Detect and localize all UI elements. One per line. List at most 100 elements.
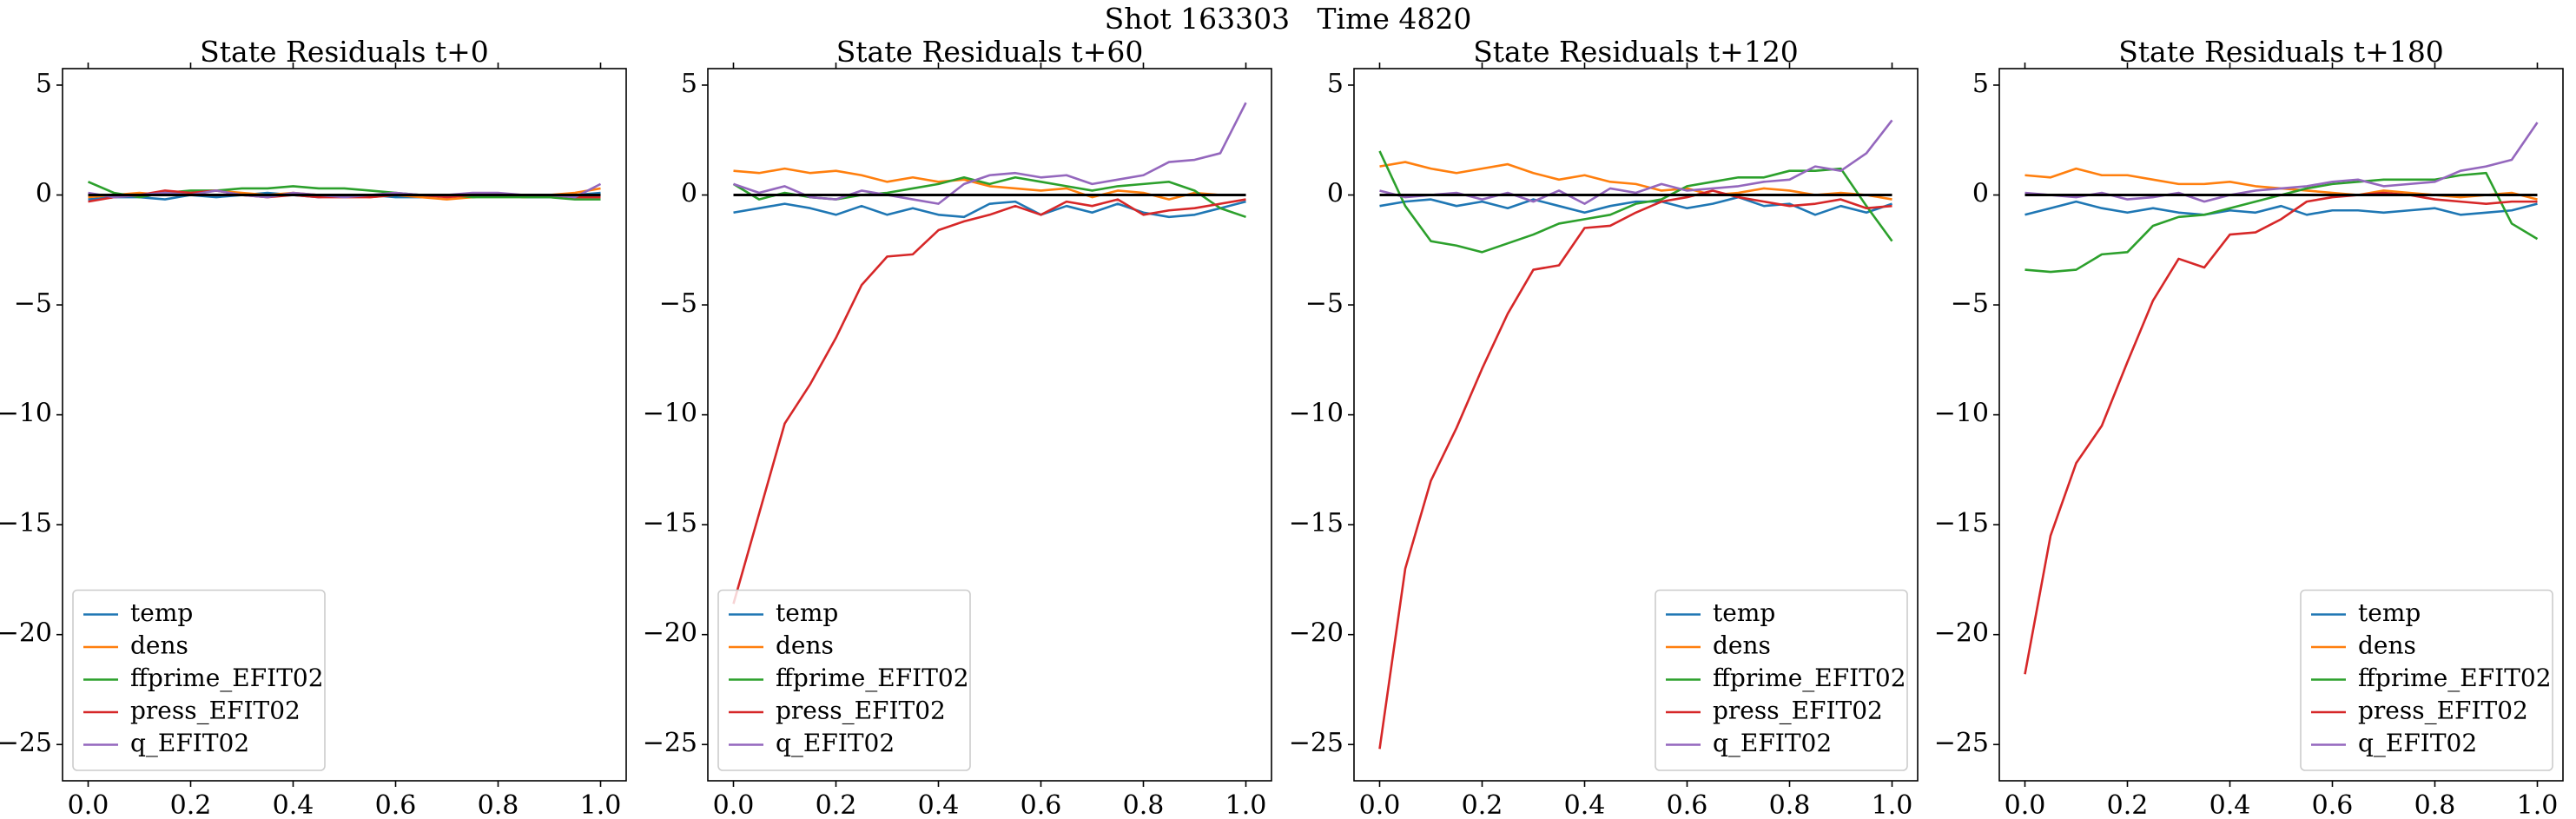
series-line	[1378, 189, 1892, 750]
legend-label: temp	[1713, 598, 1775, 627]
legend-label: dens	[776, 631, 834, 660]
legend-label: temp	[130, 598, 193, 627]
legend-box	[1655, 589, 1908, 771]
x-tick-label: 0.4	[918, 790, 960, 819]
y-tick-label: −25	[643, 728, 697, 758]
legend-label: q_EFIT02	[130, 729, 249, 757]
y-tick-label: 0	[1972, 179, 1989, 209]
x-tick-label: 0.2	[816, 790, 857, 819]
series-line	[2024, 200, 2538, 216]
y-tick-label: −25	[1934, 728, 1989, 758]
axes-frame	[62, 68, 627, 782]
legend-box	[717, 589, 971, 771]
legend-label: dens	[130, 631, 188, 660]
y-tick-label: −10	[1934, 399, 1989, 429]
series-line	[1379, 195, 1892, 216]
legend-label: press_EFIT02	[776, 697, 946, 725]
x-tick-label: 0.2	[1462, 790, 1503, 819]
y-tick-label: −10	[0, 399, 52, 429]
legend: temp dens ffprime_EFIT02 press_EFIT02 q_EFIT…	[72, 589, 326, 771]
y-tick-label: −25	[1289, 728, 1344, 758]
y-tick-label: 5	[36, 69, 52, 99]
legend-label: ffprime_EFIT02	[1713, 664, 1906, 692]
x-tick-label: 0.8	[1123, 790, 1165, 819]
x-tick-label: 0.6	[1020, 790, 1062, 819]
y-tick-label: −20	[643, 618, 697, 649]
legend-box	[2300, 589, 2553, 771]
legend-label: press_EFIT02	[130, 697, 301, 725]
x-tick-label: 0.6	[375, 790, 417, 819]
y-tick-label: −20	[0, 618, 52, 649]
y-tick-label: −5	[14, 288, 52, 319]
y-tick-label: −15	[1289, 508, 1344, 538]
y-tick-label: −5	[1305, 288, 1344, 319]
x-tick-label: 1.0	[580, 790, 622, 819]
legend-label: temp	[776, 598, 838, 627]
y-tick-label: −20	[1289, 618, 1344, 649]
y-tick-label: −5	[1951, 288, 1989, 319]
y-tick-label: −15	[1934, 508, 1989, 538]
series-line	[733, 167, 1246, 201]
panel-title: State Residuals t+0	[200, 35, 489, 69]
x-tick-label: 0.4	[1564, 790, 1606, 819]
x-tick-label: 1.0	[1225, 790, 1267, 819]
x-tick-label: 0.4	[273, 790, 314, 819]
y-tick-label: −10	[1289, 399, 1344, 429]
axes-frame	[707, 68, 1272, 782]
x-tick-label: 0.4	[2209, 790, 2251, 819]
y-tick-label: 0	[1327, 179, 1344, 209]
y-tick-label: 0	[36, 179, 52, 209]
panel-title: State Residuals t+180	[2118, 35, 2444, 69]
panel-title: State Residuals t+60	[836, 35, 1144, 69]
legend-label: ffprime_EFIT02	[776, 664, 969, 692]
y-tick-label: 5	[1327, 69, 1344, 99]
legend-label: q_EFIT02	[2358, 729, 2477, 757]
panel-title: State Residuals t+120	[1473, 35, 1799, 69]
legend-box	[72, 589, 326, 771]
legend-label: ffprime_EFIT02	[130, 664, 324, 692]
x-tick-label: 0.2	[2107, 790, 2149, 819]
series-line	[733, 200, 1246, 219]
legend: temp dens ffprime_EFIT02 press_EFIT02 q_EFIT…	[2300, 589, 2553, 771]
legend-label: press_EFIT02	[1713, 697, 1883, 725]
legend-label: dens	[1713, 631, 1771, 660]
x-tick-label: 0.0	[68, 790, 109, 819]
y-tick-label: 0	[681, 179, 697, 209]
series-line	[2024, 191, 2538, 675]
axes-frame	[1998, 68, 2564, 782]
x-tick-label: 1.0	[2517, 790, 2559, 819]
x-tick-label: 0.8	[2414, 790, 2456, 819]
axes-frame	[1353, 68, 1919, 782]
legend-label: temp	[2358, 598, 2421, 627]
y-tick-label: −5	[659, 288, 697, 319]
legend-label: ffprime_EFIT02	[2358, 664, 2552, 692]
legend-label: press_EFIT02	[2358, 697, 2528, 725]
x-tick-label: 0.2	[170, 790, 212, 819]
series-line	[1379, 161, 1892, 201]
y-tick-label: −20	[1934, 618, 1989, 649]
legend-label: dens	[2358, 631, 2416, 660]
figure-title: Shot 163303 Time 4820	[1105, 2, 1472, 36]
series-line	[733, 102, 1247, 205]
y-tick-label: −10	[643, 399, 697, 429]
x-tick-label: 0.0	[2005, 790, 2046, 819]
x-tick-label: 0.0	[713, 790, 755, 819]
y-tick-label: 5	[1972, 69, 1989, 99]
x-tick-label: 0.6	[1667, 790, 1708, 819]
y-tick-label: 5	[681, 69, 697, 99]
y-tick-label: −15	[643, 508, 697, 538]
x-tick-label: 0.6	[2312, 790, 2354, 819]
series-line	[732, 198, 1246, 604]
legend: temp dens ffprime_EFIT02 press_EFIT02 q_EFIT…	[717, 589, 971, 771]
legend-label: q_EFIT02	[1713, 729, 1832, 757]
x-tick-label: 1.0	[1872, 790, 1913, 819]
y-tick-label: −15	[0, 508, 52, 538]
legend: temp dens ffprime_EFIT02 press_EFIT02 q_EFIT…	[1655, 589, 1908, 771]
x-tick-label: 0.8	[1769, 790, 1811, 819]
x-tick-label: 0.0	[1359, 790, 1401, 819]
y-tick-label: −25	[0, 728, 52, 758]
legend-label: q_EFIT02	[776, 729, 895, 757]
x-tick-label: 0.8	[478, 790, 519, 819]
